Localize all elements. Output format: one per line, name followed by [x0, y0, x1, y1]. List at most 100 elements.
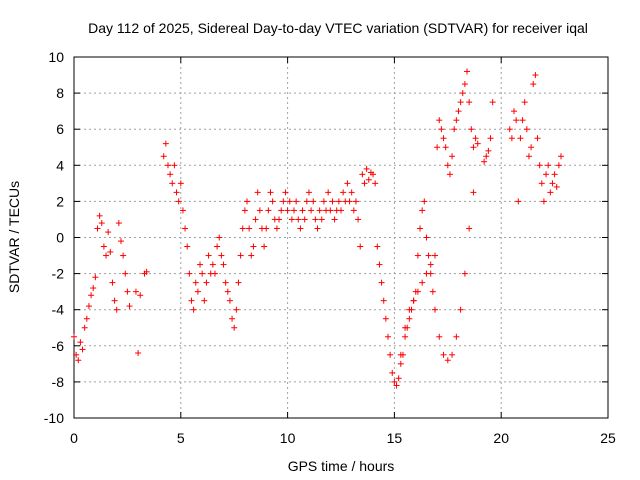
data-point — [466, 99, 473, 106]
y-tick-label: -8 — [52, 374, 65, 390]
grid — [74, 57, 608, 418]
data-point — [513, 117, 520, 124]
data-point — [280, 198, 287, 205]
data-point — [188, 297, 195, 304]
data-point — [449, 153, 456, 160]
data-point — [286, 198, 293, 205]
data-point — [372, 180, 379, 187]
data-point — [107, 248, 114, 255]
data-point — [365, 176, 372, 183]
y-tick-label: 2 — [56, 193, 64, 209]
data-point — [246, 225, 253, 232]
data-point — [192, 279, 199, 286]
data-point — [525, 153, 532, 160]
data-point — [214, 243, 221, 250]
data-point — [340, 189, 347, 196]
y-tick-label: 0 — [56, 230, 64, 246]
y-tick-label: -10 — [44, 410, 64, 426]
data-point — [543, 171, 550, 178]
data-point — [532, 72, 539, 79]
data-point — [320, 198, 327, 205]
data-point — [265, 207, 272, 214]
data-point — [425, 252, 432, 259]
x-tick-label: 15 — [387, 430, 403, 446]
data-point — [314, 225, 321, 232]
data-point — [453, 117, 460, 124]
data-point — [421, 198, 428, 205]
data-point — [224, 288, 231, 295]
data-point — [235, 279, 242, 286]
data-point — [103, 252, 110, 259]
data-point — [419, 279, 426, 286]
data-point — [352, 198, 359, 205]
data-point — [485, 147, 492, 154]
data-point — [461, 270, 468, 277]
data-point — [466, 225, 473, 232]
data-point — [391, 378, 398, 385]
data-point — [470, 144, 477, 151]
data-point — [100, 243, 107, 250]
data-point — [406, 315, 413, 322]
data-point — [380, 297, 387, 304]
data-point — [293, 198, 300, 205]
x-tick-label: 10 — [280, 430, 296, 446]
y-tick-label: -2 — [52, 266, 65, 282]
data-point — [359, 171, 366, 178]
data-point — [190, 306, 197, 313]
data-point — [419, 207, 426, 214]
data-point — [431, 306, 438, 313]
data-point — [382, 315, 389, 322]
data-point — [197, 261, 204, 268]
data-point — [457, 99, 464, 106]
data-point — [318, 216, 325, 223]
data-point — [470, 189, 477, 196]
data-point — [171, 162, 178, 169]
data-point — [397, 351, 404, 358]
data-point — [88, 292, 95, 299]
data-point — [201, 297, 208, 304]
data-point — [338, 207, 344, 214]
y-tick-label: -4 — [52, 302, 65, 318]
data-point — [434, 144, 441, 151]
data-point — [254, 189, 261, 196]
y-tick-label: 10 — [48, 49, 64, 65]
y-tick-label: -6 — [52, 338, 65, 354]
data-point — [113, 306, 120, 313]
data-point — [357, 243, 364, 250]
data-point — [489, 99, 496, 106]
data-point — [267, 189, 274, 196]
data-point — [137, 292, 144, 299]
data-point — [273, 225, 280, 232]
data-point — [384, 333, 391, 340]
data-point — [549, 180, 556, 187]
data-point — [263, 225, 270, 232]
data-point — [211, 270, 218, 277]
data-point — [256, 207, 263, 214]
data-point — [331, 216, 338, 223]
data-point — [312, 216, 319, 223]
data-point — [71, 333, 77, 340]
data-point — [226, 297, 233, 304]
data-point — [85, 303, 92, 310]
data-point — [344, 180, 351, 187]
data-point — [481, 158, 488, 165]
data-point — [182, 225, 189, 232]
data-point — [515, 198, 522, 205]
data-point — [423, 234, 430, 241]
data-point — [164, 162, 171, 169]
data-point — [203, 279, 210, 286]
data-point — [483, 153, 490, 160]
data-point — [301, 216, 308, 223]
x-tick-label: 0 — [70, 430, 78, 446]
data-point — [449, 351, 456, 358]
data-point — [374, 243, 381, 250]
data-point — [508, 135, 515, 142]
data-point — [414, 252, 421, 259]
data-point — [252, 216, 259, 223]
data-point — [327, 207, 334, 214]
data-point — [109, 279, 116, 286]
data-point — [79, 346, 86, 353]
data-point — [186, 270, 193, 277]
data-point — [284, 207, 291, 214]
data-point — [551, 171, 558, 178]
